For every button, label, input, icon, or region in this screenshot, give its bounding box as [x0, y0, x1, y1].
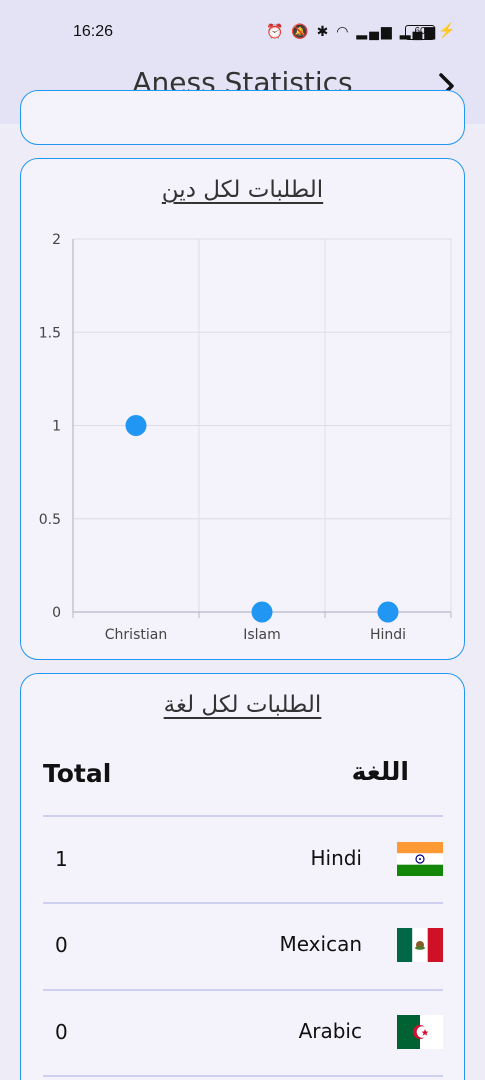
row-divider	[43, 1075, 443, 1077]
status-bar: 16:26 ⏰ 🔕 ✱ ◠ ▂▄▆ ▂▄▆ 60 ⚡	[0, 20, 485, 46]
religion-card-title: الطلبات لكل دين	[161, 177, 324, 203]
data-point	[125, 415, 147, 436]
y-tick-label: 1.5	[39, 325, 61, 341]
language-card-title: الطلبات لكل لغة	[163, 692, 322, 718]
y-tick-label: 1	[52, 419, 61, 435]
religion-chart-card: الطلبات لكل دين 0 0.5 1 1.5 2 Christian Islam H…	[20, 158, 465, 660]
row-divider	[43, 989, 443, 991]
algeria-flag-icon	[397, 1015, 443, 1049]
row-count: 1	[55, 847, 68, 871]
x-tick-label: Christian	[105, 627, 167, 643]
row-count: 0	[55, 933, 68, 957]
mexico-flag-icon	[397, 928, 443, 962]
row-count: 0	[55, 1020, 68, 1044]
language-table-card: الطلبات لكل لغة Total اللغة 1 Hindi 0 Me…	[20, 673, 465, 1080]
status-icons: ⏰ 🔕 ✱ ◠ ▂▄▆ ▂▄▆	[266, 23, 438, 39]
y-tick-label: 0.5	[39, 512, 61, 528]
religion-scatter-chart: 0 0.5 1 1.5 2 Christian Islam Hindi	[39, 232, 452, 643]
row-language: Hindi	[310, 846, 362, 870]
row-divider	[43, 902, 443, 904]
row-language: Arabic	[298, 1019, 362, 1043]
x-tick-label: Hindi	[370, 627, 406, 643]
y-tick-label: 0	[52, 605, 61, 621]
data-point	[377, 601, 399, 623]
india-flag-icon	[397, 842, 443, 876]
header-divider	[43, 815, 443, 817]
data-point	[251, 601, 273, 623]
previous-card	[20, 90, 465, 145]
status-time: 16:26	[73, 23, 114, 40]
x-tick-label: Islam	[243, 627, 281, 643]
charging-icon: ⚡	[438, 22, 456, 38]
y-tick-label: 2	[52, 232, 61, 248]
header-total: Total	[43, 759, 112, 788]
header-language: اللغة	[351, 757, 409, 786]
battery-icon: 60	[405, 25, 435, 40]
row-language: Mexican	[279, 932, 362, 956]
